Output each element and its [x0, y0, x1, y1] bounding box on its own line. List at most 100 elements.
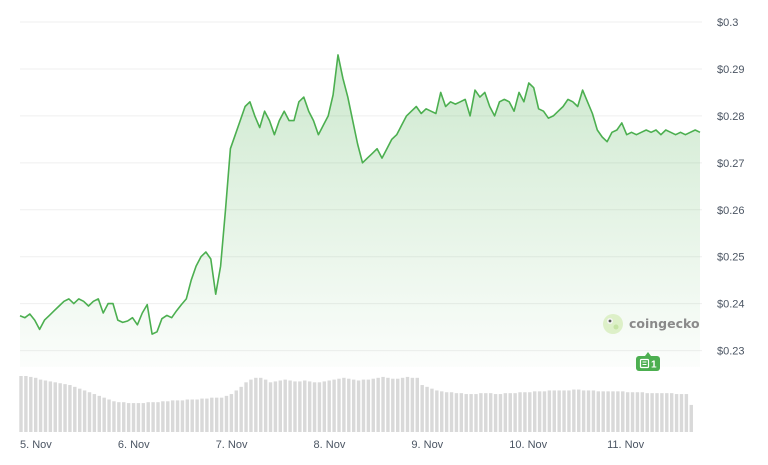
volume-bar: [239, 386, 243, 432]
volume-bar: [508, 393, 512, 432]
volume-bar: [214, 397, 219, 432]
volume-bar: [337, 378, 341, 432]
price-line: [19, 54, 701, 335]
volume-bar: [347, 378, 351, 432]
volume-bar: [317, 382, 322, 432]
volume-bar: [249, 379, 253, 432]
volume-bar: [513, 393, 517, 432]
volume-bar: [131, 403, 136, 432]
volume-bar: [567, 390, 571, 432]
volume-bar: [351, 379, 356, 432]
volume-bar: [268, 382, 273, 432]
volume-bars: [19, 376, 693, 432]
volume-bar: [356, 380, 361, 432]
volume-bar: [234, 390, 238, 432]
volume-bar: [435, 390, 439, 432]
volume-bar: [611, 391, 615, 432]
volume-bar: [405, 376, 410, 432]
volume-bar: [224, 395, 229, 432]
volume-bar: [625, 392, 630, 432]
y-tick-label: $0.24: [717, 299, 745, 311]
volume-bar: [312, 382, 317, 432]
volume-bar: [195, 399, 199, 432]
volume-bar: [166, 401, 170, 432]
volume-bar: [572, 389, 576, 432]
volume-bar: [146, 402, 150, 432]
volume-bar: [557, 390, 561, 432]
volume-bar: [161, 401, 165, 432]
volume-bar: [175, 400, 180, 432]
volume-bar: [635, 392, 640, 432]
y-tick-label: $0.27: [717, 158, 745, 170]
volume-bar: [381, 376, 385, 432]
volume-bar: [322, 381, 327, 432]
volume-bar: [141, 403, 146, 432]
volume-bar: [73, 386, 77, 432]
x-tick-label: 10. Nov: [509, 439, 547, 451]
volume-bar: [493, 394, 498, 432]
volume-bar: [484, 393, 488, 432]
y-tick-label: $0.3: [717, 17, 738, 29]
volume-bar: [601, 391, 605, 432]
volume-bar: [48, 381, 53, 432]
volume-bar: [376, 377, 380, 432]
volume-bar: [430, 388, 434, 432]
volume-bar: [606, 391, 610, 432]
volume-bar: [410, 377, 415, 432]
volume-bar: [126, 403, 131, 432]
volume-bar: [210, 397, 214, 432]
price-area: [19, 54, 701, 368]
volume-bar: [488, 393, 493, 432]
volume-bar: [107, 399, 111, 432]
volume-bar: [298, 381, 302, 432]
volume-bar: [420, 385, 424, 432]
volume-bar: [537, 391, 542, 432]
volume-bar: [400, 377, 405, 432]
volume-bar: [581, 390, 586, 432]
event-badge[interactable]: 1: [636, 352, 660, 371]
coingecko-watermark: coingecko: [603, 314, 700, 334]
volume-bar: [361, 379, 366, 432]
volume-bar: [655, 393, 659, 432]
volume-bar: [552, 390, 556, 432]
volume-bar: [122, 402, 126, 432]
x-axis: 5. Nov 6. Nov 7. Nov 8. Nov 9. Nov 10. Nov 11.…: [20, 439, 645, 451]
x-tick-label: 8. Nov: [314, 439, 346, 451]
volume-bar: [205, 398, 209, 432]
volume-bar: [528, 392, 532, 432]
volume-bar: [391, 378, 395, 432]
volume-bar: [562, 390, 566, 432]
volume-bar: [43, 380, 48, 432]
volume-bar: [621, 391, 625, 432]
x-tick-label: 6. Nov: [118, 439, 150, 451]
volume-bar: [660, 393, 664, 432]
volume-bar: [190, 399, 194, 432]
y-tick-label: $0.28: [717, 111, 745, 123]
volume-bar: [327, 380, 331, 432]
volume-bar: [650, 393, 654, 432]
volume-bar: [679, 394, 684, 432]
volume-bar: [68, 385, 72, 432]
volume-bar: [185, 399, 190, 432]
volume-bar: [532, 391, 537, 432]
x-tick-label: 7. Nov: [216, 439, 248, 451]
volume-bar: [523, 392, 527, 432]
volume-bar: [684, 394, 689, 432]
volume-bar: [229, 394, 234, 432]
volume-bar: [29, 376, 33, 432]
y-tick-label: $0.25: [717, 252, 745, 264]
volume-bar: [396, 378, 400, 432]
y-axis: $0.3 $0.29 $0.28 $0.27 $0.26 $0.25 $0.24 $0.23: [717, 17, 745, 358]
gecko-logo-icon: [603, 314, 623, 334]
volume-bar: [200, 398, 204, 432]
x-tick-label: 9. Nov: [411, 439, 443, 451]
volume-bar: [38, 379, 43, 432]
volume-bar: [640, 392, 645, 432]
volume-bar: [58, 383, 62, 432]
volume-bar: [444, 392, 449, 432]
volume-bar: [665, 393, 669, 432]
badge-count: 1: [651, 360, 657, 371]
volume-bar: [156, 402, 160, 432]
volume-bar: [219, 397, 224, 432]
volume-bar: [674, 394, 679, 432]
